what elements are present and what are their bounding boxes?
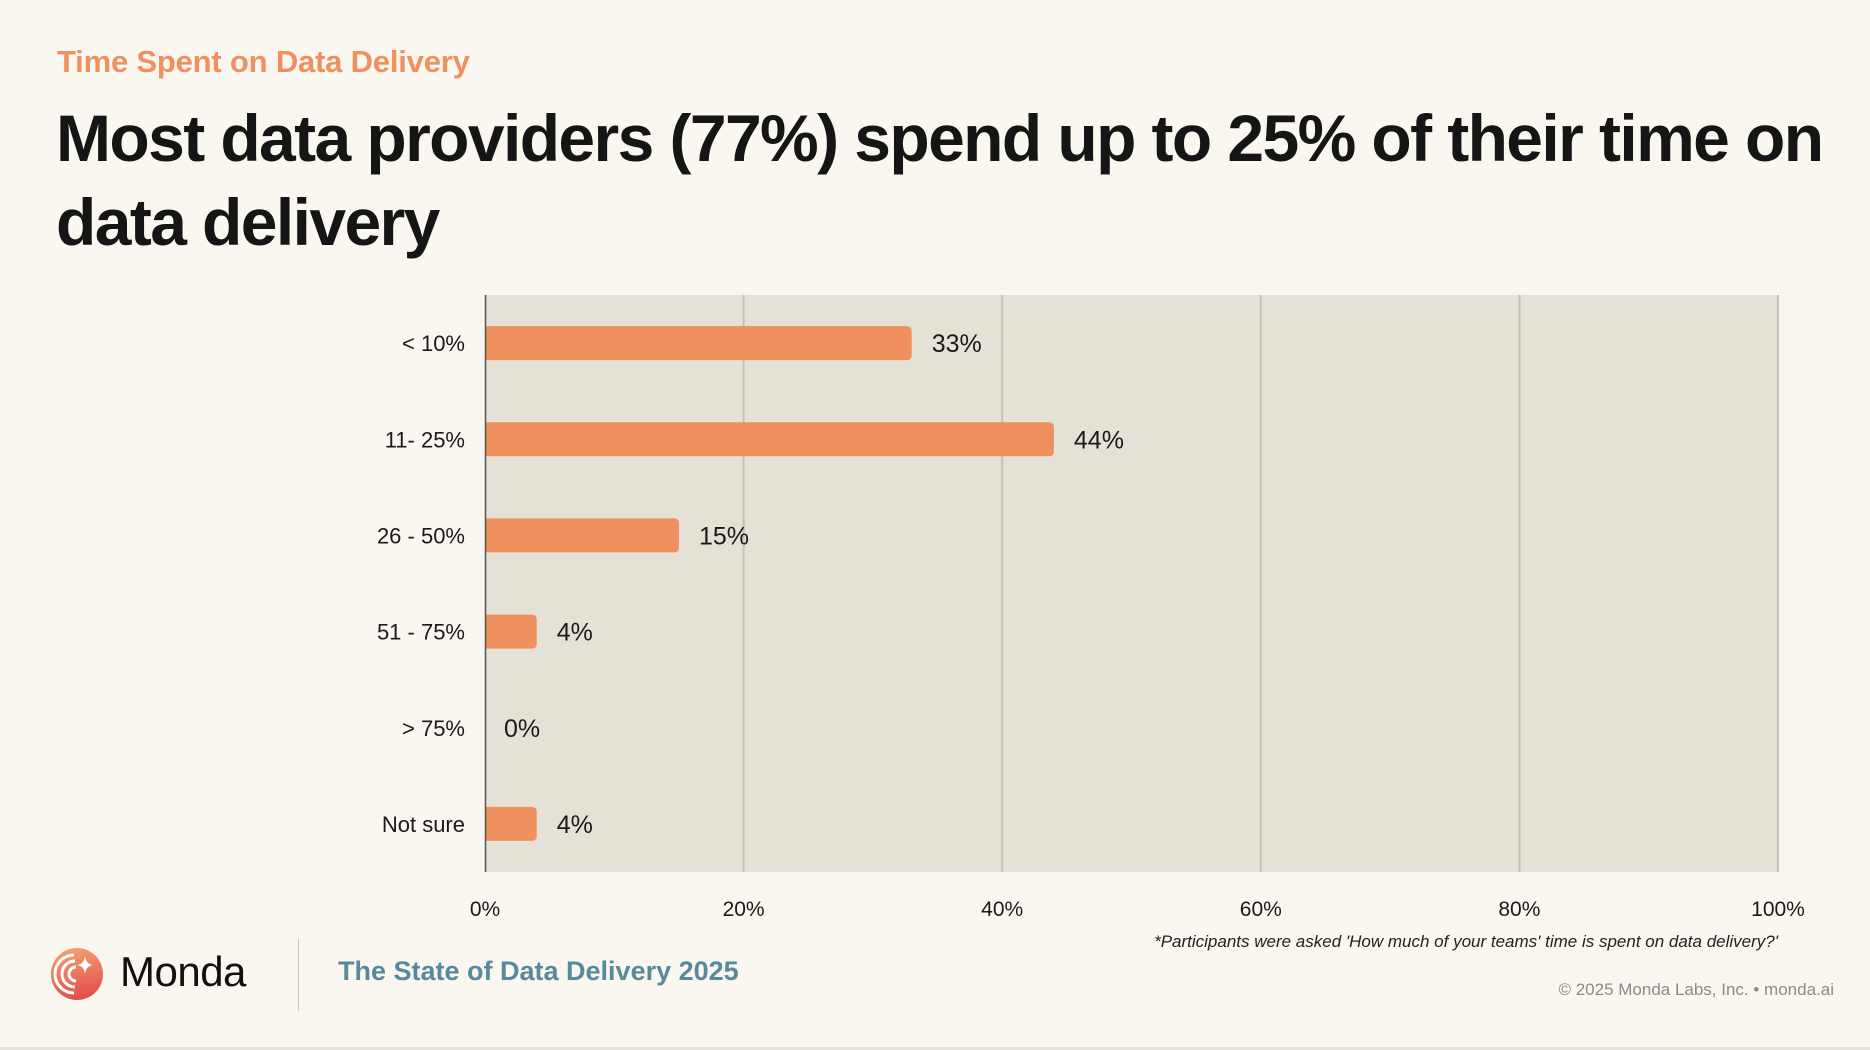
value-label: 33% <box>932 330 982 358</box>
report-title: The State of Data Delivery 2025 <box>338 956 739 986</box>
value-label: 0% <box>504 715 540 743</box>
copyright: © 2025 Monda Labs, Inc. • monda.ai <box>1558 980 1834 999</box>
category-labels: < 10% 11- 25% 26 - 50% 51 - 75% > 75% Not sur… <box>377 331 465 837</box>
category-label: < 10% <box>402 331 465 356</box>
bottom-rule <box>0 1047 1870 1050</box>
gridlines <box>742 295 1779 872</box>
x-tick-label: 20% <box>723 898 765 921</box>
x-tick-label: 100% <box>1751 898 1805 921</box>
chart-subtitle: Time Spent on Data Delivery <box>57 44 470 79</box>
bar-chart: 33% 44% 15% 4% 0% 4% < 10% 11- 25% 26 - 50% 51 -… <box>377 295 1805 921</box>
monda-logo-icon <box>51 948 103 1000</box>
category-label: > 75% <box>402 716 465 741</box>
bar <box>485 422 1054 457</box>
value-label: 4% <box>557 619 593 647</box>
bar <box>485 806 537 841</box>
x-tick-label: 60% <box>1240 898 1282 921</box>
category-label: 26 - 50% <box>377 523 465 548</box>
brand-name: Monda <box>120 948 246 995</box>
value-label: 44% <box>1074 426 1124 454</box>
x-tick-label: 40% <box>981 898 1023 921</box>
category-label: Not sure <box>382 812 465 837</box>
page-title: Most data providers (77%) spend up to 25… <box>56 101 1824 259</box>
footnote: *Participants were asked 'How much of yo… <box>1154 932 1778 951</box>
value-label: 15% <box>699 522 749 550</box>
category-label: 11- 25% <box>385 427 465 452</box>
x-tick-label: 80% <box>1498 898 1540 921</box>
bars <box>485 326 1054 841</box>
bar <box>485 518 679 553</box>
plot-background <box>485 295 1778 872</box>
category-label: 51 - 75% <box>377 620 465 645</box>
value-label: 4% <box>557 811 593 839</box>
footer-divider <box>298 939 299 1011</box>
value-labels: 33% 44% 15% 4% 0% 4% <box>504 330 1124 839</box>
bar <box>485 614 537 649</box>
x-tick-label: 0% <box>470 898 500 921</box>
x-tick-labels: 0% 20% 40% 60% 80% 100% <box>470 898 1805 921</box>
bar <box>485 326 912 361</box>
